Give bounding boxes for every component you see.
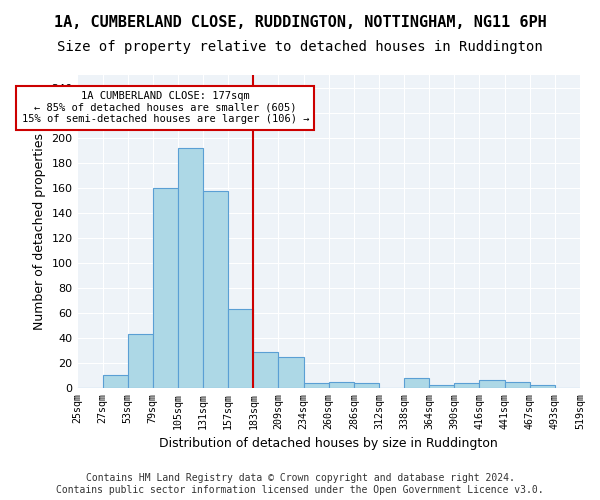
Bar [228,309,253,388]
Text: Contains HM Land Registry data © Crown copyright and database right 2024.
Contai: Contains HM Land Registry data © Crown c… [56,474,544,495]
Bar [505,382,530,388]
Bar [404,378,429,388]
Bar [429,386,454,388]
X-axis label: Distribution of detached houses by size in Ruddington: Distribution of detached houses by size … [160,437,498,450]
Bar [178,148,203,388]
Bar [354,383,379,388]
Bar [278,356,304,388]
Bar [203,192,228,388]
Bar [530,386,555,388]
Bar [479,380,505,388]
Bar [253,352,278,388]
Bar [454,383,479,388]
Text: Size of property relative to detached houses in Ruddington: Size of property relative to detached ho… [57,40,543,54]
Bar [103,376,128,388]
Text: 1A CUMBERLAND CLOSE: 177sqm
← 85% of detached houses are smaller (605)
15% of se: 1A CUMBERLAND CLOSE: 177sqm ← 85% of det… [22,92,309,124]
Bar [128,334,153,388]
Text: 1A, CUMBERLAND CLOSE, RUDDINGTON, NOTTINGHAM, NG11 6PH: 1A, CUMBERLAND CLOSE, RUDDINGTON, NOTTIN… [53,15,547,30]
Y-axis label: Number of detached properties: Number of detached properties [33,133,46,330]
Bar [329,382,354,388]
Bar [153,188,178,388]
Bar [304,383,329,388]
